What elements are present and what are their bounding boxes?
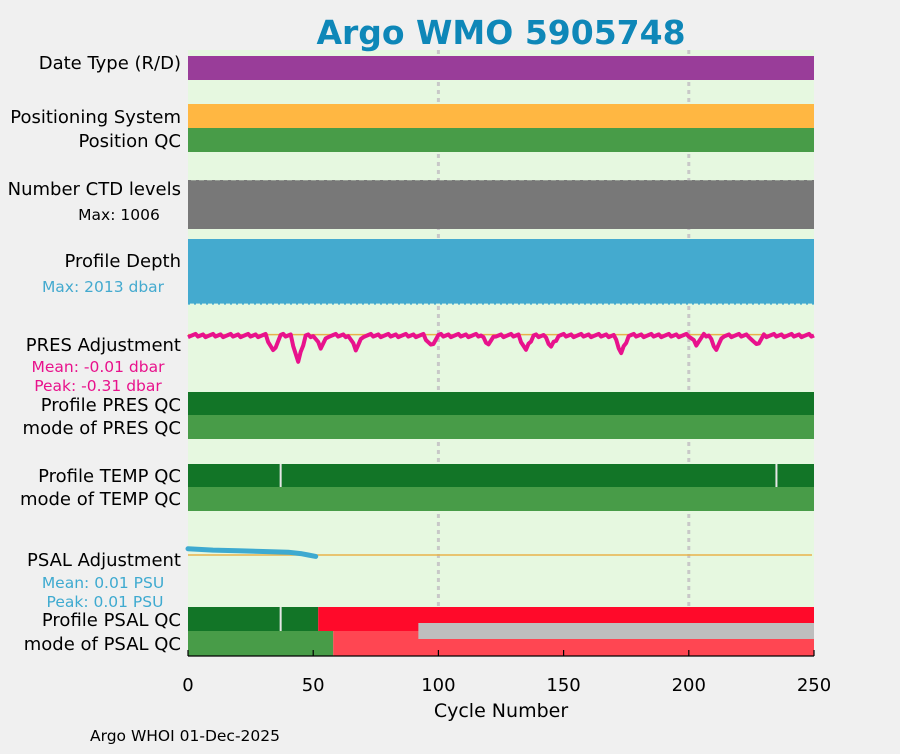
label-positioning-system: Positioning System bbox=[10, 107, 181, 128]
mode-psal-qc-bar-0 bbox=[188, 631, 334, 656]
label-mode-psal-qc: mode of PSAL QC bbox=[24, 634, 181, 655]
label-position-qc: Position QC bbox=[78, 131, 181, 152]
mode-pres-qc-bar-0 bbox=[188, 415, 814, 439]
label-profile-pres-qc: Profile PRES QC bbox=[41, 395, 181, 416]
profile-psal-qc-gap-37 bbox=[279, 607, 282, 631]
pres-adjustment-line bbox=[187, 331, 815, 364]
psal-adjustment-line bbox=[185, 546, 319, 559]
profile-psal-qc-bar-0 bbox=[188, 607, 319, 631]
position-qc-bar-0 bbox=[188, 128, 814, 152]
pres-adjustment-mean: Mean: -0.01 dbar bbox=[32, 358, 166, 376]
footer-credit: Argo WHOI 01-Dec-2025 bbox=[90, 727, 280, 745]
x-axis-label: Cycle Number bbox=[434, 700, 568, 722]
positioning-system-bar-0 bbox=[188, 104, 814, 128]
ctd-levels-max: Max: 1006 bbox=[78, 206, 160, 224]
ctd-levels-bar bbox=[188, 180, 814, 229]
mode-temp-qc-bar-0 bbox=[188, 487, 814, 511]
x-tick-label-100: 100 bbox=[421, 675, 455, 696]
label-profile-temp-qc: Profile TEMP QC bbox=[38, 466, 181, 487]
profile-depth-bar bbox=[188, 239, 814, 304]
label-psal-adjustment: PSAL Adjustment bbox=[27, 550, 181, 571]
x-tick-label-0: 0 bbox=[182, 675, 193, 696]
label-pres-adjustment: PRES Adjustment bbox=[26, 335, 181, 356]
x-tick-label-150: 150 bbox=[546, 675, 580, 696]
profile-temp-qc-bar-0 bbox=[188, 464, 814, 487]
x-tick-label-50: 50 bbox=[302, 675, 325, 696]
date-type-bar-0 bbox=[188, 56, 814, 80]
profile-temp-qc-gap-235 bbox=[775, 464, 778, 487]
label-profile-psal-qc: Profile PSAL QC bbox=[42, 610, 181, 631]
label-mode-temp-qc: mode of TEMP QC bbox=[20, 489, 181, 510]
label-profile-depth: Profile Depth bbox=[64, 251, 181, 272]
chart-title: Argo WMO 5905748 bbox=[316, 13, 685, 52]
psal-adjustment-peak: Peak: 0.01 PSU bbox=[47, 593, 164, 611]
x-tick-label-250: 250 bbox=[797, 675, 831, 696]
mode-psal-qc-missing-0 bbox=[418, 623, 814, 639]
psal-adjustment-mean: Mean: 0.01 PSU bbox=[42, 574, 164, 592]
profile-depth-max: Max: 2013 dbar bbox=[42, 278, 165, 296]
profile-pres-qc-bar-0 bbox=[188, 392, 814, 415]
label-ctd-levels: Number CTD levels bbox=[8, 179, 181, 200]
label-date-type: Date Type (R/D) bbox=[39, 53, 181, 74]
pres-adjustment-peak: Peak: -0.31 dbar bbox=[34, 377, 162, 395]
x-tick-label-200: 200 bbox=[672, 675, 706, 696]
profile-temp-qc-gap-37 bbox=[279, 464, 282, 487]
label-mode-pres-qc: mode of PRES QC bbox=[23, 418, 181, 439]
